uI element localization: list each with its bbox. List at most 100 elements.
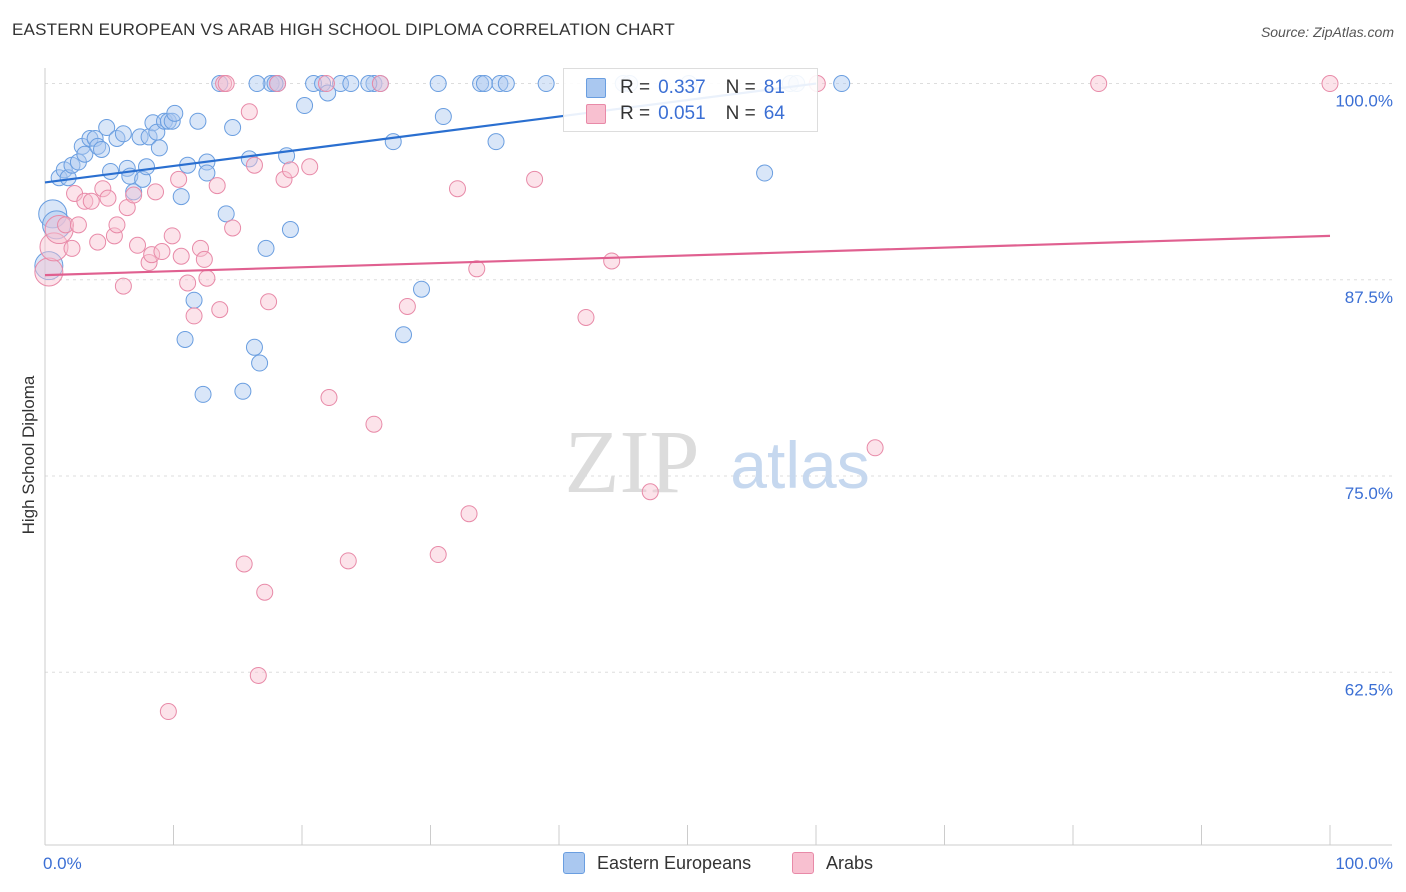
arab-point[interactable]	[245, 156, 263, 174]
eastern-point[interactable]	[131, 128, 149, 146]
eastern-point[interactable]	[176, 330, 194, 348]
arab-point[interactable]	[34, 257, 64, 287]
arab-point[interactable]	[129, 236, 147, 254]
eastern-point[interactable]	[166, 104, 184, 122]
eastern-point[interactable]	[172, 188, 190, 206]
arab-point[interactable]	[82, 192, 100, 210]
arab-point[interactable]	[57, 216, 75, 234]
arab-point[interactable]	[269, 75, 287, 93]
eastern-point[interactable]	[305, 75, 323, 93]
arab-point[interactable]	[105, 227, 123, 245]
eastern-point[interactable]	[395, 326, 413, 344]
arab-point[interactable]	[317, 75, 335, 93]
arab-point[interactable]	[89, 233, 107, 251]
eastern-point[interactable]	[134, 170, 152, 188]
legend-item-arabs[interactable]: Arabs	[792, 852, 873, 874]
arab-point[interactable]	[1321, 75, 1339, 93]
eastern-point[interactable]	[314, 75, 332, 93]
legend-item-eastern[interactable]: Eastern Europeans	[563, 852, 751, 874]
eastern-point[interactable]	[211, 75, 229, 93]
eastern-point[interactable]	[342, 75, 360, 93]
eastern-point[interactable]	[365, 75, 383, 93]
eastern-point[interactable]	[234, 382, 252, 400]
eastern-point[interactable]	[262, 75, 280, 93]
arab-point[interactable]	[147, 183, 165, 201]
arab-point[interactable]	[159, 703, 177, 721]
arab-point[interactable]	[198, 269, 216, 287]
arab-point[interactable]	[125, 186, 143, 204]
arab-point[interactable]	[76, 192, 94, 210]
arab-point[interactable]	[217, 75, 235, 93]
arab-point[interactable]	[179, 274, 197, 292]
eastern-point[interactable]	[194, 385, 212, 403]
arab-point[interactable]	[577, 308, 595, 326]
arab-point[interactable]	[211, 301, 229, 319]
eastern-point[interactable]	[224, 119, 242, 137]
arab-point[interactable]	[94, 180, 112, 198]
arab-point[interactable]	[320, 389, 338, 407]
arab-point[interactable]	[260, 293, 278, 311]
arab-point[interactable]	[460, 505, 478, 523]
eastern-point[interactable]	[332, 75, 350, 93]
arab-point[interactable]	[185, 307, 203, 325]
arab-point[interactable]	[526, 170, 544, 188]
arab-point[interactable]	[170, 170, 188, 188]
arab-point[interactable]	[603, 252, 621, 270]
arab-point[interactable]	[153, 243, 171, 261]
arab-point[interactable]	[866, 439, 884, 457]
arab-point[interactable]	[224, 219, 242, 237]
eastern-point[interactable]	[475, 75, 493, 93]
eastern-point[interactable]	[413, 280, 431, 298]
eastern-point[interactable]	[429, 75, 447, 93]
eastern-point[interactable]	[34, 251, 64, 281]
arab-point[interactable]	[108, 216, 126, 234]
arab-point[interactable]	[256, 583, 274, 601]
eastern-point[interactable]	[491, 75, 509, 93]
eastern-point[interactable]	[251, 354, 269, 372]
arab-point[interactable]	[240, 103, 258, 121]
eastern-point[interactable]	[150, 139, 168, 157]
arab-point[interactable]	[191, 239, 209, 257]
eastern-point[interactable]	[102, 162, 120, 180]
eastern-point[interactable]	[189, 112, 207, 130]
eastern-point[interactable]	[537, 75, 555, 93]
arab-point[interactable]	[235, 555, 253, 573]
arab-point[interactable]	[163, 227, 181, 245]
arab-point[interactable]	[641, 483, 659, 501]
arab-point[interactable]	[195, 250, 213, 268]
eastern-point[interactable]	[434, 108, 452, 126]
eastern-point[interactable]	[185, 291, 203, 309]
arab-point[interactable]	[39, 232, 69, 262]
eastern-point[interactable]	[497, 75, 515, 93]
arab-point[interactable]	[448, 180, 466, 198]
arab-point[interactable]	[208, 177, 226, 195]
eastern-point[interactable]	[38, 199, 68, 229]
arab-point[interactable]	[429, 546, 447, 564]
arab-point[interactable]	[468, 260, 486, 278]
eastern-point[interactable]	[281, 221, 299, 239]
eastern-point[interactable]	[296, 97, 314, 115]
arab-point[interactable]	[63, 239, 81, 257]
arab-point[interactable]	[339, 552, 357, 570]
eastern-point[interactable]	[833, 75, 851, 93]
eastern-point[interactable]	[114, 125, 132, 143]
eastern-point[interactable]	[76, 145, 94, 163]
arab-point[interactable]	[69, 216, 87, 234]
eastern-point[interactable]	[198, 164, 216, 182]
arab-point[interactable]	[114, 277, 132, 295]
eastern-point[interactable]	[487, 133, 505, 151]
eastern-point[interactable]	[472, 75, 490, 93]
arab-point[interactable]	[371, 75, 389, 93]
eastern-point[interactable]	[245, 338, 263, 356]
eastern-point[interactable]	[248, 75, 266, 93]
arab-point[interactable]	[301, 158, 319, 176]
arab-point[interactable]	[365, 415, 383, 433]
arab-point[interactable]	[275, 170, 293, 188]
eastern-point[interactable]	[93, 140, 111, 158]
arab-point[interactable]	[99, 189, 117, 207]
arab-point[interactable]	[1090, 75, 1108, 93]
arab-point[interactable]	[143, 246, 161, 264]
arab-point[interactable]	[398, 297, 416, 315]
arab-point[interactable]	[281, 161, 299, 179]
eastern-point[interactable]	[360, 75, 378, 93]
